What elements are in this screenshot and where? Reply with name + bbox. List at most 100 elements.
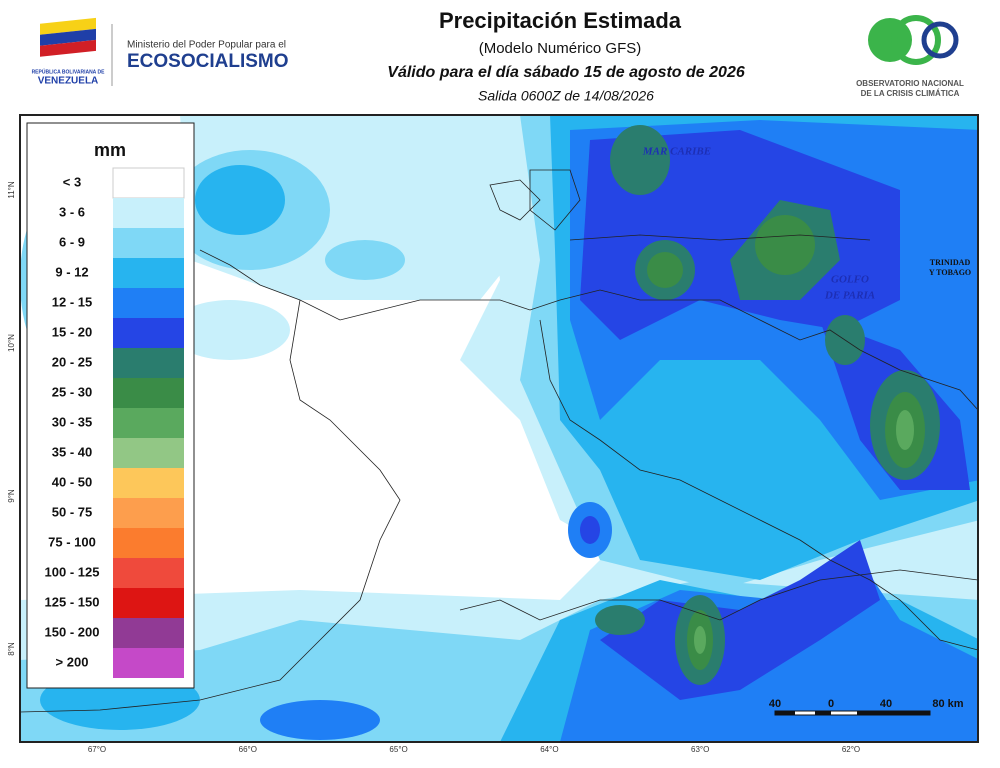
legend-swatch <box>113 468 184 498</box>
scale-segment <box>857 711 930 715</box>
field-patch <box>755 215 815 275</box>
peninsula <box>529 169 581 231</box>
flag-blue <box>40 28 96 46</box>
legend-swatch <box>112 167 185 199</box>
scale-label: 80 km <box>932 698 963 710</box>
ministry-line2: ECOSOCIALISMO <box>127 51 289 72</box>
model-run: Salida 0600Z de 14/08/2026 <box>478 88 654 104</box>
scale-label: 40 <box>880 698 892 710</box>
scale-label: 40 <box>769 698 781 710</box>
subtitle: (Modelo Numérico GFS) <box>479 40 642 57</box>
gulf-label-1: GOLFO <box>831 274 869 286</box>
legend-label: 20 - 25 <box>52 354 92 369</box>
longitude-label: 62°O <box>842 745 860 754</box>
latitude-label: 10°N <box>7 334 16 352</box>
country-line2: VENEZUELA <box>38 76 99 87</box>
legend-unit: mm <box>94 140 126 160</box>
scale-labels: 40 0 40 80 km <box>769 698 964 710</box>
legend-swatch <box>113 498 184 528</box>
map-frame <box>19 114 979 743</box>
latitude-label: 9°N <box>7 489 16 503</box>
legend-label: 125 - 150 <box>45 594 100 609</box>
field-30-35 <box>694 410 914 654</box>
legend-label: 12 - 15 <box>52 294 92 309</box>
flag-yellow <box>40 17 96 35</box>
legend-label: 35 - 40 <box>52 444 92 459</box>
logo-circle-2 <box>891 15 941 65</box>
river <box>459 569 978 621</box>
legend-swatch <box>113 258 184 288</box>
legend-label: > 200 <box>56 654 89 669</box>
legend-swatch <box>113 198 184 228</box>
field-patch <box>647 252 683 288</box>
latitude-label: 11°N <box>7 181 16 199</box>
flag-red <box>40 39 96 57</box>
field-patch <box>580 516 600 544</box>
coastline <box>199 249 978 411</box>
title: Precipitación Estimada <box>439 8 682 33</box>
field-patch <box>595 605 645 635</box>
legend-label: 9 - 12 <box>55 264 88 279</box>
legend-swatch <box>113 228 184 258</box>
island-label-2: Y TOBAGO <box>929 268 971 277</box>
scale-segment <box>815 711 831 715</box>
legend-label: 30 - 35 <box>52 414 92 429</box>
field-patch <box>694 626 706 654</box>
island-label-1: TRINIDAD <box>930 258 971 267</box>
field-patch <box>325 240 405 280</box>
field-patch <box>195 165 285 235</box>
scale-bar <box>774 710 931 716</box>
legend-label: 75 - 100 <box>48 534 96 549</box>
legend-swatch <box>113 438 184 468</box>
scale-segment <box>775 711 795 715</box>
legend-label: 40 - 50 <box>52 474 92 489</box>
longitude-label: 67°O <box>88 745 106 754</box>
legend-swatch <box>113 408 184 438</box>
coastline <box>569 234 871 241</box>
legend-label: 150 - 200 <box>45 624 100 639</box>
observatory-logo: OBSERVATORIO NACIONAL DE LA CRISIS CLIMÁ… <box>856 15 964 98</box>
legend-swatch <box>113 318 184 348</box>
observatory-line1: OBSERVATORIO NACIONAL <box>856 79 964 88</box>
valid-date: Válido para el día sábado 15 de agosto d… <box>387 64 745 81</box>
observatory-line2: DE LA CRISIS CLIMÁTICA <box>861 89 960 98</box>
country-line1: REPÚBLICA BOLIVARIANA DE <box>32 68 106 75</box>
river <box>539 319 978 651</box>
field-25-30 <box>647 215 925 670</box>
legend-label: < 3 <box>63 174 81 189</box>
longitude-label: 63°O <box>691 745 709 754</box>
legend-swatch <box>113 528 184 558</box>
legend-label: 15 - 20 <box>52 324 92 339</box>
longitude-label: 64°O <box>540 745 558 754</box>
longitude-label: 66°O <box>239 745 257 754</box>
field-patch <box>170 300 290 360</box>
gulf-label-2: DE PARIA <box>824 290 875 302</box>
legend-label: 50 - 75 <box>52 504 92 519</box>
legend-label: 3 - 6 <box>59 204 85 219</box>
legend-swatch <box>113 348 184 378</box>
legend-swatch <box>113 588 184 618</box>
longitude-label: 65°O <box>389 745 407 754</box>
field-patch <box>896 410 914 450</box>
latitude-label: 8°N <box>7 642 16 656</box>
legend-swatch <box>113 648 184 678</box>
legend-label: 6 - 9 <box>59 234 85 249</box>
coordinate-labels: 67°O 66°O 65°O 64°O 63°O 62°O 11°N 10°N 9°N 8°N <box>7 181 860 754</box>
border <box>20 299 401 713</box>
country-logo: REPÚBLICA BOLIVARIANA DE VENEZUELA <box>32 17 106 87</box>
legend-swatch <box>113 558 184 588</box>
legend-items: < 3 3 - 6 6 - 9 9 - 12 12 - 15 15 - 20 20 - 25… <box>45 167 185 678</box>
field-patch <box>260 700 380 740</box>
logo-circle-1 <box>868 18 912 62</box>
coastlines <box>20 169 978 713</box>
legend-label: 25 - 30 <box>52 384 92 399</box>
field-patch <box>600 540 880 700</box>
sea-label: MAR CARIBE <box>642 146 711 158</box>
field-patch <box>610 125 670 195</box>
scale-label: 0 <box>828 698 834 710</box>
logo-circle-3 <box>921 21 959 59</box>
legend-label: 100 - 125 <box>45 564 100 579</box>
legend-swatch <box>113 378 184 408</box>
